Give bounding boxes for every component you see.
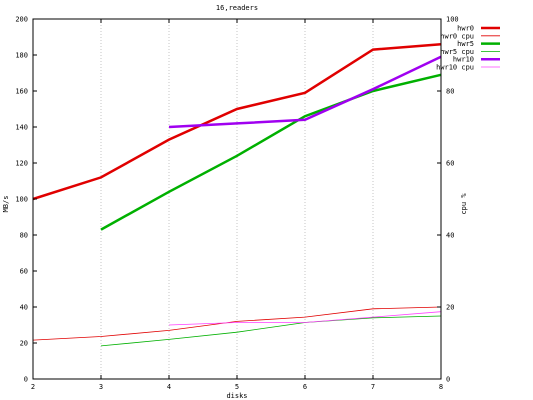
x-axis-title: disks [226, 392, 247, 400]
y-tick-label: 200 [15, 16, 28, 24]
y-tick-label: 120 [15, 160, 28, 168]
legend-label: hwr5 [457, 40, 474, 48]
x-tick-label: 2 [31, 383, 35, 391]
axes-layer: 2 3 4 5 6 7 8020406080100120140160180200020406… [15, 16, 458, 392]
y2-tick-label: 80 [446, 88, 454, 96]
series-line-hwr5-cpu [100, 315, 442, 347]
y-tick-label: 80 [20, 232, 28, 240]
x-tick-label: 8 [439, 383, 443, 391]
y-tick-label: 0 [24, 376, 28, 384]
y-tick-label: 20 [20, 340, 28, 348]
y-tick-label: 100 [15, 196, 28, 204]
x-tick-label: 5 [235, 383, 239, 391]
series-line-hwr0-cpu [32, 306, 442, 341]
y-axis-title: MB/s [2, 196, 10, 213]
y-tick-label: 140 [15, 124, 28, 132]
legend-label: hwr5 cpu [440, 48, 474, 56]
y2-axis-title: cpu % [460, 193, 468, 215]
series-line-hwr0 [32, 42, 442, 201]
series-line-hwr5 [100, 73, 442, 231]
y2-tick-label: 20 [446, 304, 454, 312]
legend-label: hwr0 [457, 25, 474, 33]
series-layer [32, 42, 442, 347]
chart-title: 16,readers [216, 4, 258, 12]
legend-label: hwr10 [453, 56, 474, 64]
legend-label: hwr0 cpu [440, 32, 474, 40]
x-tick-label: 3 [99, 383, 103, 391]
y2-tick-label: 100 [446, 16, 459, 24]
y2-tick-label: 40 [446, 232, 454, 240]
y-tick-label: 160 [15, 88, 28, 96]
x-tick-label: 7 [371, 383, 375, 391]
y-tick-label: 40 [20, 304, 28, 312]
legend-label: hwr10 cpu [436, 64, 474, 72]
series-line-hwr10 [168, 55, 442, 129]
y2-tick-label: 60 [446, 160, 454, 168]
y-tick-label: 180 [15, 52, 28, 60]
x-tick-label: 6 [303, 383, 307, 391]
grid-layer [100, 19, 374, 379]
series-line-hwr10-cpu [168, 311, 442, 326]
y2-tick-label: 0 [446, 376, 450, 384]
y-tick-label: 60 [20, 268, 28, 276]
x-tick-label: 4 [167, 383, 171, 391]
